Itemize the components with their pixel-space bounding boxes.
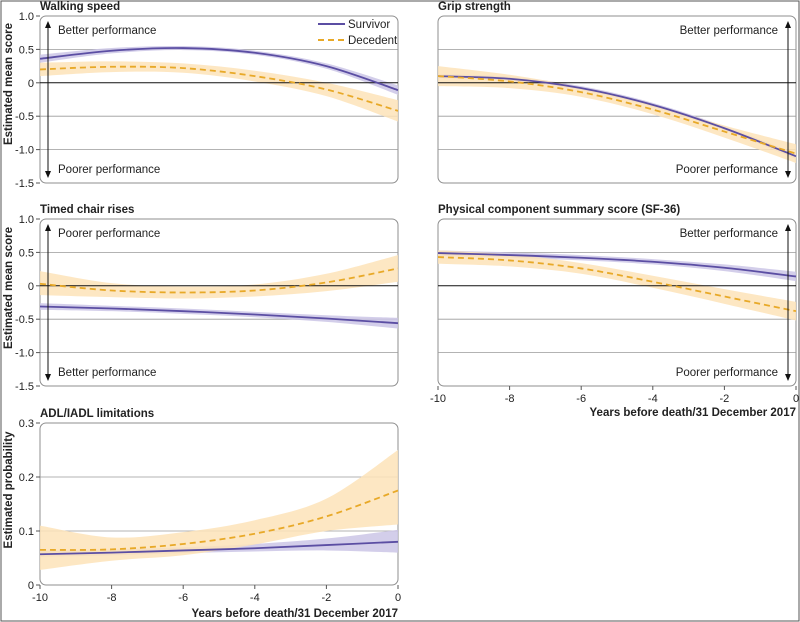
band-decedent <box>40 255 398 299</box>
legend-label-survivor: Survivor <box>348 19 390 31</box>
panel-4: -10 -8 -6 -4 -2 0 Years before death/31 Decemb… <box>430 204 799 419</box>
arrow-down-head <box>785 374 791 381</box>
chart-panels: 1.0 0.5 0 -0.5 -1.0 -1.5 Walking speed Better p… <box>15 1 799 620</box>
plot-frame <box>39 218 399 387</box>
y-tick-label: 0 <box>28 580 34 592</box>
y-axis-label-bottom: Estimated probability <box>3 431 15 549</box>
panel-title: Physical component summary score (SF-36) <box>438 204 680 216</box>
y-tick-label: 0.5 <box>19 247 34 259</box>
y-tick-label: 0.5 <box>19 44 34 56</box>
annotation-top: Better performance <box>680 25 778 37</box>
x-tick-label: -8 <box>505 393 515 405</box>
y-tick-label: 0.2 <box>19 472 34 484</box>
arrow-up-head <box>45 21 51 28</box>
x-tick-label: -8 <box>107 592 117 604</box>
x-axis-label: Years before death/31 December 2017 <box>192 608 398 620</box>
y-tick-label: 0.1 <box>19 526 34 538</box>
y-tick-label: -0.5 <box>15 111 34 123</box>
x-tick-label: -10 <box>430 393 446 405</box>
y-tick-label: 0.3 <box>19 418 34 430</box>
panel-1: 1.0 0.5 0 -0.5 -1.0 -1.5 Walking speed Better p… <box>15 1 399 190</box>
x-tick-label: 0 <box>395 592 401 604</box>
plot-frame <box>39 15 399 184</box>
annotation-bottom: Better performance <box>58 367 156 379</box>
annotation-bottom: Poorer performance <box>676 164 778 176</box>
annotation-top: Better performance <box>680 228 778 240</box>
y-tick-label: 1.0 <box>19 214 34 226</box>
x-tick-label: -4 <box>250 592 260 604</box>
panel-title: Timed chair rises <box>40 204 134 216</box>
panel-title: ADL/IADL limitations <box>40 408 154 420</box>
x-tick-label: -2 <box>720 393 730 405</box>
y-tick-label: 1.0 <box>19 11 34 23</box>
x-tick-label: -6 <box>178 592 188 604</box>
y-tick-label: -1.5 <box>15 381 34 393</box>
line-decedent <box>39 65 399 112</box>
annotation-top: Poorer performance <box>58 228 160 240</box>
panel-title: Walking speed <box>40 1 120 13</box>
x-tick-label: -2 <box>322 592 332 604</box>
line-decedent <box>39 489 399 551</box>
arrow-up-head <box>785 21 791 28</box>
band-decedent <box>40 450 398 570</box>
arrow-up-head <box>45 224 51 231</box>
line-survivor <box>437 75 797 158</box>
band-decedent <box>438 250 796 321</box>
arrow-up-head <box>785 224 791 231</box>
legend-label-decedent: Decedent <box>348 35 398 47</box>
y-tick-label: -1.0 <box>15 348 34 360</box>
line-survivor <box>437 252 797 278</box>
y-tick-label: 0 <box>28 78 34 90</box>
x-tick-label: -4 <box>648 393 658 405</box>
line-decedent <box>437 256 797 313</box>
y-axis-label-middle: Estimated mean score <box>3 227 15 349</box>
line-decedent <box>39 267 399 294</box>
y-tick-label: -0.5 <box>15 314 34 326</box>
annotation-bottom: Poorer performance <box>58 164 160 176</box>
arrow-down-head <box>45 171 51 178</box>
y-axis-label-top: Estimated mean score <box>3 23 15 145</box>
arrow-down-head <box>45 374 51 381</box>
panel-3: 1.0 0.5 0 -0.5 -1.0 -1.5 Timed chair rises Poor… <box>15 204 399 393</box>
line-survivor <box>39 540 399 556</box>
line-survivor <box>39 305 399 325</box>
panel-title: Grip strength <box>438 1 511 13</box>
y-tick-label: -1.5 <box>15 178 34 190</box>
line-survivor <box>39 47 399 92</box>
annotation-bottom: Poorer performance <box>676 367 778 379</box>
panel-2: Grip strength Better performance Poorer pe… <box>437 1 797 184</box>
x-tick-label: 0 <box>793 393 799 405</box>
y-tick-label: -1.0 <box>15 145 34 157</box>
legend: Survivor Decedent <box>318 19 398 47</box>
x-tick-label: -6 <box>576 393 586 405</box>
x-tick-label: -10 <box>32 592 48 604</box>
band-decedent <box>438 66 796 163</box>
y-tick-label: 0 <box>28 281 34 293</box>
line-decedent <box>437 75 797 155</box>
arrow-down-head <box>785 171 791 178</box>
x-axis-label: Years before death/31 December 2017 <box>590 407 796 419</box>
annotation-top: Better performance <box>58 25 156 37</box>
